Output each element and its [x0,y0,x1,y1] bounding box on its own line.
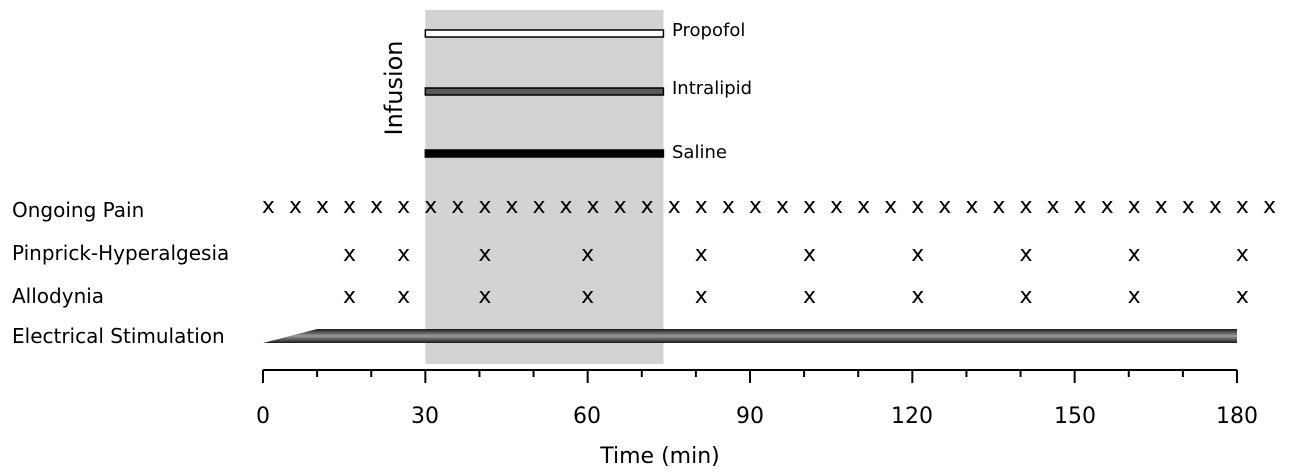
mark-ongoing-pain-12: x [587,194,600,219]
mark-allodynia-3: x [581,284,594,309]
mark-allodynia-6: x [911,284,924,309]
mark-ongoing-pain-7: x [451,194,464,219]
mark-ongoing-pain-4: x [370,194,383,219]
electrical-stimulation-ramp [263,329,1237,343]
mark-ongoing-pain-36: x [1236,194,1249,219]
mark-allodynia-0: x [343,284,356,309]
mark-pinprick-hyperalgesia-8: x [1128,242,1141,267]
infusion-bar-propofol [424,29,665,38]
mark-pinprick-hyperalgesia-5: x [803,242,816,267]
mark-ongoing-pain-0: x [262,194,275,219]
mark-pinprick-hyperalgesia-2: x [478,242,491,267]
tick-label-150: 150 [1054,404,1096,429]
propofol-label: Propofol [672,20,746,41]
mark-ongoing-pain-6: x [424,194,437,219]
mark-ongoing-pain-35: x [1209,194,1222,219]
mark-ongoing-pain-14: x [641,194,654,219]
mark-ongoing-pain-27: x [992,194,1005,219]
mark-ongoing-pain-24: x [911,194,924,219]
mark-ongoing-pain-25: x [938,194,951,219]
mark-ongoing-pain-18: x [749,194,762,219]
saline-label: Saline [672,142,727,163]
mark-allodynia-2: x [478,284,491,309]
mark-ongoing-pain-32: x [1128,194,1141,219]
mark-ongoing-pain-20: x [803,194,816,219]
mark-ongoing-pain-10: x [532,194,545,219]
mark-ongoing-pain-17: x [722,194,735,219]
mark-allodynia-5: x [803,284,816,309]
mark-ongoing-pain-19: x [776,194,789,219]
tick-label-90: 90 [736,404,764,429]
mark-ongoing-pain-23: x [884,194,897,219]
mark-ongoing-pain-28: x [1019,194,1032,219]
mark-ongoing-pain-9: x [505,194,518,219]
mark-ongoing-pain-16: x [695,194,708,219]
mark-ongoing-pain-21: x [830,194,843,219]
row-label-ongoing-pain: Ongoing Pain [12,198,145,222]
mark-allodynia-8: x [1128,284,1141,309]
axis-title: Time (min) [600,444,720,469]
row-label-pinprick-hyperalgesia: Pinprick-Hyperalgesia [12,241,230,265]
tick-label-120: 120 [891,404,933,429]
mark-pinprick-hyperalgesia-9: x [1236,242,1249,267]
mark-allodynia-1: x [397,284,410,309]
infusion-label: Infusion [380,40,408,136]
row-label-electrical-stimulation: Electrical Stimulation [12,324,225,348]
mark-ongoing-pain-15: x [668,194,681,219]
tick-label-30: 30 [411,404,439,429]
infusion-window-shade [425,10,664,364]
mark-ongoing-pain-31: x [1101,194,1114,219]
mark-ongoing-pain-8: x [478,194,491,219]
mark-allodynia-4: x [695,284,708,309]
infusion-bar-saline [424,149,665,158]
row-label-allodynia: Allodynia [12,284,105,308]
tick-label-0: 0 [256,404,270,429]
infusion-bar-intralipid [424,87,665,96]
mark-allodynia-9: x [1236,284,1249,309]
mark-ongoing-pain-3: x [343,194,356,219]
mark-ongoing-pain-2: x [316,194,329,219]
mark-ongoing-pain-34: x [1182,194,1195,219]
mark-pinprick-hyperalgesia-7: x [1019,242,1032,267]
mark-ongoing-pain-29: x [1047,194,1060,219]
mark-ongoing-pain-11: x [560,194,573,219]
tick-label-180: 180 [1216,404,1258,429]
mark-ongoing-pain-30: x [1074,194,1087,219]
mark-pinprick-hyperalgesia-6: x [911,242,924,267]
mark-ongoing-pain-37: x [1263,194,1276,219]
mark-ongoing-pain-5: x [397,194,410,219]
mark-ongoing-pain-26: x [965,194,978,219]
mark-ongoing-pain-33: x [1155,194,1168,219]
mark-pinprick-hyperalgesia-4: x [695,242,708,267]
tick-label-60: 60 [573,404,601,429]
mark-ongoing-pain-1: x [289,194,302,219]
mark-ongoing-pain-22: x [857,194,870,219]
mark-ongoing-pain-13: x [614,194,627,219]
mark-pinprick-hyperalgesia-3: x [581,242,594,267]
mark-pinprick-hyperalgesia-1: x [397,242,410,267]
intralipid-label: Intralipid [672,78,753,99]
mark-pinprick-hyperalgesia-0: x [343,242,356,267]
mark-allodynia-7: x [1019,284,1032,309]
